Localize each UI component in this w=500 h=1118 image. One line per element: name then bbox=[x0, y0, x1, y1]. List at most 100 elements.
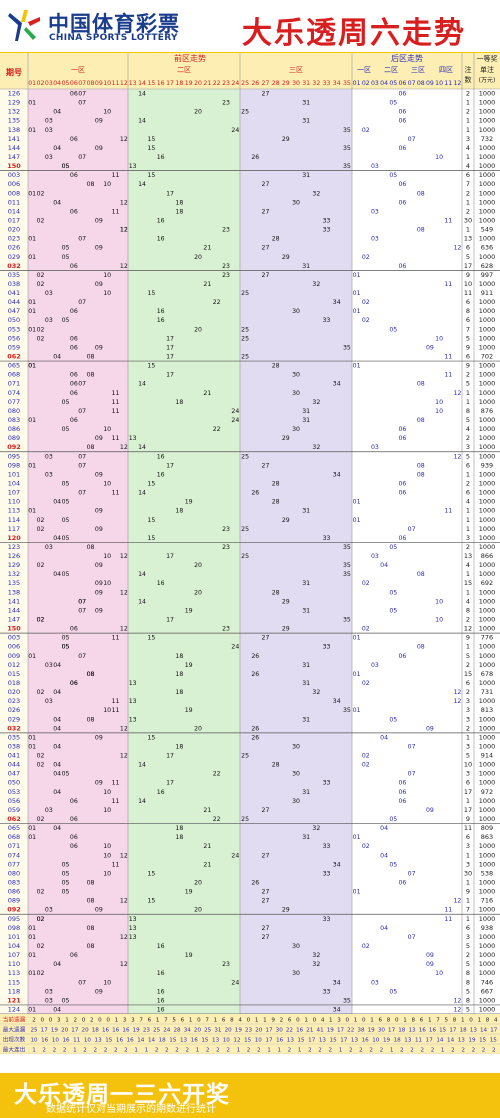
back-ball-mark: 08 bbox=[417, 471, 425, 478]
front-ball-mark: 03 bbox=[45, 317, 53, 324]
stats-value: 11 bbox=[73, 1038, 81, 1044]
front-ball-mark: 25 bbox=[241, 354, 249, 361]
front-number-header: 10 bbox=[103, 80, 111, 87]
front-number-header: 19 bbox=[185, 80, 193, 87]
issue-number: 044 bbox=[8, 298, 20, 306]
front-ball-mark: 18 bbox=[175, 199, 183, 206]
front-ball-mark: 07 bbox=[78, 91, 86, 98]
front-ball-mark: 06 bbox=[70, 680, 78, 687]
issue-number: 047 bbox=[8, 770, 20, 778]
stats-value: 10 bbox=[52, 1038, 60, 1044]
notes-value: 2 bbox=[466, 371, 470, 379]
front-ball-mark: 14 bbox=[138, 381, 146, 388]
issue-number: 026 bbox=[8, 244, 20, 252]
stats-value: 16 bbox=[62, 1038, 70, 1044]
front-ball-mark: 19 bbox=[185, 707, 193, 714]
front-ball-mark: 06 bbox=[70, 308, 78, 315]
front-ball-mark: 25 bbox=[241, 553, 249, 560]
issue-number: 044 bbox=[8, 761, 20, 769]
stats-value: 23 bbox=[245, 1028, 253, 1034]
stats-value: 1 bbox=[304, 1018, 308, 1024]
front-ball-mark: 05 bbox=[62, 771, 70, 778]
front-ball-mark: 30 bbox=[292, 308, 300, 315]
notes-value: 4 bbox=[466, 144, 470, 152]
front-ball-mark: 05 bbox=[62, 644, 70, 651]
notes-value: 7 bbox=[466, 906, 470, 914]
front-ball-mark: 11 bbox=[112, 635, 120, 642]
stats-value: 1 bbox=[441, 1048, 445, 1054]
notes-value: 17 bbox=[464, 262, 472, 270]
front-ball-mark: 13 bbox=[129, 934, 137, 941]
stats-value: 1 bbox=[145, 1048, 149, 1054]
notes-value: 6 bbox=[466, 489, 470, 497]
front-ball-mark: 06 bbox=[70, 390, 78, 397]
notes-value: 1 bbox=[466, 99, 470, 107]
front-ball-mark: 15 bbox=[147, 145, 155, 152]
notes-value: 2 bbox=[466, 688, 470, 696]
issue-number: 050 bbox=[8, 779, 20, 787]
issue-number: 129 bbox=[8, 99, 20, 107]
issue-number: 118 bbox=[8, 987, 20, 995]
stats-value: 1 bbox=[390, 1048, 394, 1054]
notes-value: 2 bbox=[466, 479, 470, 487]
back-ball-mark: 06 bbox=[398, 91, 406, 98]
front-ball-mark: 01 bbox=[28, 653, 36, 660]
front-number-header: 28 bbox=[272, 80, 280, 87]
front-ball-mark: 26 bbox=[251, 154, 259, 161]
front-ball-mark: 20 bbox=[194, 907, 202, 914]
front-ball-mark: 15 bbox=[147, 898, 155, 905]
front-ball-mark: 02 bbox=[37, 753, 45, 760]
front-ball-mark: 17 bbox=[166, 462, 174, 469]
notes-value: 1 bbox=[466, 851, 470, 859]
back-ball-mark: 06 bbox=[398, 263, 406, 270]
front-ball-mark: 09 bbox=[95, 217, 103, 224]
notes-value: 2 bbox=[466, 616, 470, 624]
prize-value: 1000 bbox=[479, 534, 496, 542]
front-ball-mark: 09 bbox=[95, 988, 103, 995]
front-ball-mark: 04 bbox=[53, 725, 61, 732]
front-ball-mark: 04 bbox=[53, 789, 61, 796]
prize-value: 1000 bbox=[479, 969, 496, 977]
prize-value: 1000 bbox=[479, 216, 496, 224]
issue-number: 074 bbox=[8, 389, 20, 397]
notes-value: 5 bbox=[466, 380, 470, 388]
front-ball-mark: 01 bbox=[28, 462, 36, 469]
issue-number: 056 bbox=[8, 797, 20, 805]
issue-number: 101 bbox=[8, 933, 20, 941]
stats-value: 13 bbox=[351, 1038, 359, 1044]
prize-value: 1000 bbox=[479, 761, 496, 769]
notes-value: 1 bbox=[466, 507, 470, 515]
front-ball-mark: 20 bbox=[194, 254, 202, 261]
notes-value: 2 bbox=[466, 207, 470, 215]
stats-value: 2 bbox=[90, 1018, 94, 1024]
stats-value: 2 bbox=[104, 1048, 108, 1054]
front-ball-mark: 33 bbox=[323, 780, 331, 787]
front-ball-mark: 17 bbox=[166, 190, 174, 197]
front-ball-mark: 16 bbox=[157, 970, 165, 977]
issue-number: 138 bbox=[8, 126, 20, 134]
front-ball-mark: 12 bbox=[120, 934, 128, 941]
back-number-header: 06 bbox=[398, 80, 406, 87]
back-ball-mark: 12 bbox=[453, 245, 461, 252]
front-ball-mark: 03 bbox=[45, 154, 53, 161]
back-zone-title: 后区走势 bbox=[391, 53, 423, 63]
front-ball-mark: 09 bbox=[95, 907, 103, 914]
front-ball-mark: 08 bbox=[87, 898, 95, 905]
front-ball-mark: 02 bbox=[37, 943, 45, 950]
front-ball-mark: 29 bbox=[282, 517, 290, 524]
prize-value: 1000 bbox=[479, 879, 496, 887]
notes-value: 17 bbox=[464, 788, 472, 796]
front-ball-mark: 31 bbox=[302, 607, 310, 614]
front-ball-mark: 16 bbox=[157, 1006, 165, 1013]
back-ball-mark: 09 bbox=[426, 725, 434, 732]
stats-value: 1 bbox=[65, 1018, 69, 1024]
prize-value: 1000 bbox=[479, 742, 496, 750]
stats-value: 17 bbox=[337, 1028, 345, 1034]
issue-number: 114 bbox=[8, 516, 20, 524]
front-ball-mark: 17 bbox=[166, 617, 174, 624]
notes-header: 注 bbox=[465, 65, 472, 74]
stats-value: 13 bbox=[408, 1028, 416, 1034]
front-number-header: 31 bbox=[302, 80, 310, 87]
front-ball-mark: 07 bbox=[78, 154, 86, 161]
front-ball-mark: 21 bbox=[203, 807, 211, 814]
